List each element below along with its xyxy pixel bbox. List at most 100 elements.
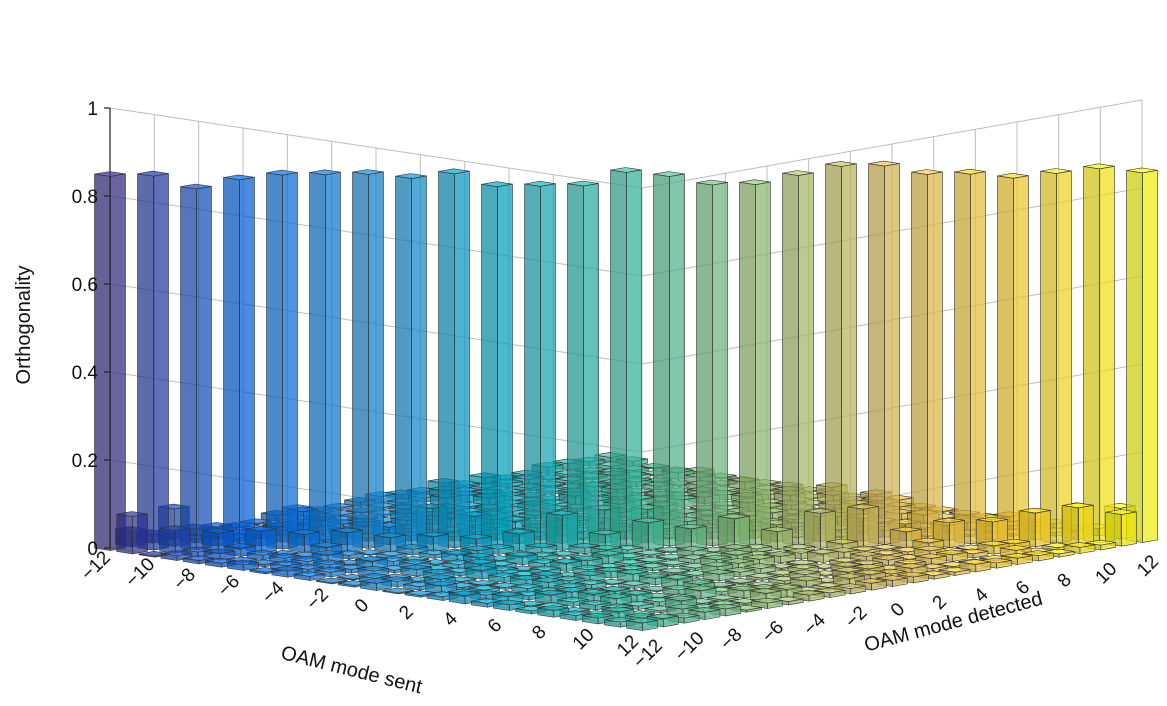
z-tick-label: 0 (87, 539, 98, 560)
bar (309, 169, 341, 550)
bar-face-left (180, 186, 197, 551)
bar (438, 168, 470, 549)
bar-face-left (116, 513, 133, 555)
bar-face-right (282, 172, 298, 550)
bar-face-right (331, 579, 348, 585)
bar-face-right (740, 580, 757, 585)
bar-face-right (497, 183, 513, 548)
bar-face-right (460, 578, 477, 584)
y-tick-label: 10 (1092, 559, 1122, 589)
bar-face-right (662, 615, 679, 628)
bar-face-right (239, 176, 255, 550)
bar (180, 183, 212, 551)
x-tick-label: 10 (569, 625, 599, 655)
bar (116, 511, 148, 555)
x-tick-label: −2 (303, 584, 333, 614)
bar (868, 160, 900, 545)
bar (938, 566, 971, 576)
bar-face-right (1013, 175, 1029, 544)
bar-face-right (884, 163, 900, 545)
x-tick-label: −4 (258, 577, 288, 607)
bar-face-right (563, 552, 580, 558)
bar (675, 523, 707, 550)
bar-face-right (808, 592, 825, 602)
bar (314, 566, 347, 578)
bar-face-right (634, 582, 650, 589)
bar-face-right (787, 598, 804, 606)
bar (653, 171, 685, 547)
bar-face-right (398, 589, 414, 595)
bar (567, 180, 599, 548)
bar-face-right (970, 171, 986, 545)
bar (352, 169, 384, 549)
bar (293, 571, 326, 581)
bar-face-right (348, 552, 365, 560)
bar (739, 179, 771, 546)
bar-face-right (433, 533, 449, 552)
bar-face-left (1062, 505, 1079, 547)
bar (1019, 507, 1051, 548)
bar-face-right (746, 607, 762, 613)
bar-face-right (850, 585, 867, 595)
bar-face-right (589, 572, 606, 583)
bar (745, 572, 778, 581)
bar-face-left (632, 520, 649, 551)
bar-face-right (718, 571, 735, 582)
bar (1062, 502, 1094, 547)
bar (223, 174, 255, 550)
bar-face-left (1126, 170, 1143, 543)
bar-face-right (927, 171, 943, 545)
bar-face-right (1056, 170, 1072, 544)
bar-face-left (825, 163, 842, 546)
y-axis-label: OAM mode detected (862, 588, 1045, 657)
bar-face-right (841, 163, 857, 546)
bar-face-left (718, 516, 735, 550)
bar (227, 559, 259, 571)
bar (487, 572, 520, 583)
bar-face-right (541, 545, 558, 555)
bar-face-right (871, 580, 887, 591)
bar-face-right (583, 183, 599, 548)
x-tick-label: 0 (351, 595, 373, 617)
bar-face-left (782, 172, 799, 546)
bar-face-right (712, 182, 728, 547)
bar (493, 599, 525, 611)
bar (1105, 509, 1137, 547)
bar (1083, 163, 1115, 544)
bar-face-right (912, 574, 929, 584)
x-tick-label: −12 (77, 547, 115, 585)
bar (396, 543, 429, 556)
bar-face-right (1099, 165, 1115, 544)
bar-face-right (863, 506, 879, 549)
bar (137, 170, 169, 551)
bar (804, 508, 836, 549)
bar-face-right (1078, 504, 1094, 547)
bar-face-right (330, 569, 347, 578)
bar (761, 526, 793, 550)
z-tick-label: 0.2 (72, 451, 98, 472)
z-tick-label: 0.4 (72, 363, 99, 384)
bar-face-right (642, 620, 658, 631)
bar-face-right (649, 552, 666, 558)
x-tick-label: −8 (170, 564, 200, 594)
bar (696, 179, 728, 547)
bar (1040, 168, 1072, 544)
y-tick-label: −10 (671, 628, 709, 666)
bar-face-right (1079, 544, 1096, 554)
bar-face-right (132, 513, 148, 555)
y-tick-label: 0 (887, 599, 909, 621)
bar-face-right (756, 545, 773, 553)
bar-face-left (481, 183, 498, 548)
bar-face-left (868, 163, 885, 545)
bar-face-left (997, 175, 1014, 544)
bar (94, 171, 126, 551)
bar-face-right (1142, 169, 1158, 543)
bar-face-right (325, 171, 341, 550)
bar-face-right (219, 550, 236, 561)
chart-bars (94, 160, 1158, 631)
bar (633, 549, 666, 558)
z-tick-label: 0.8 (72, 187, 98, 208)
bar-face-right (652, 564, 668, 572)
bar-face-left (739, 181, 756, 546)
